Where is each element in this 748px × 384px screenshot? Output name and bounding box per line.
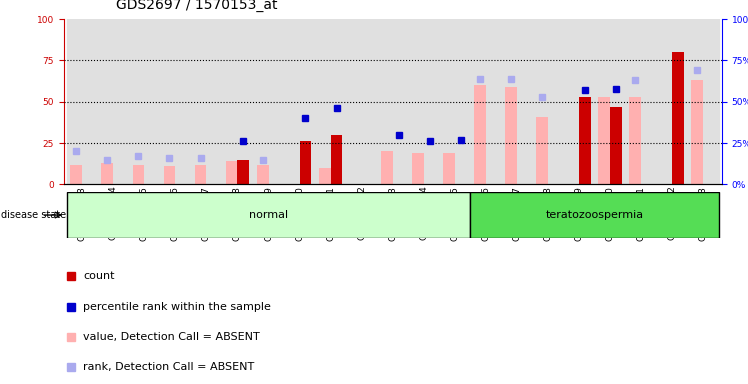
Bar xyxy=(102,163,113,184)
Bar xyxy=(237,160,249,184)
Bar xyxy=(315,19,346,184)
Text: normal: normal xyxy=(249,210,288,220)
Bar xyxy=(687,19,719,184)
Bar xyxy=(132,164,144,184)
Bar xyxy=(129,19,160,184)
Bar xyxy=(657,19,687,184)
Bar xyxy=(98,19,129,184)
Bar xyxy=(533,19,563,184)
Bar xyxy=(598,97,610,184)
Bar xyxy=(346,19,377,184)
Bar xyxy=(253,19,284,184)
Bar xyxy=(67,192,470,238)
Bar xyxy=(226,161,237,184)
Bar xyxy=(257,164,269,184)
Bar xyxy=(579,97,591,184)
Text: count: count xyxy=(83,271,115,281)
Bar xyxy=(470,19,501,184)
Bar xyxy=(194,164,206,184)
Bar xyxy=(536,117,548,184)
Bar xyxy=(408,19,439,184)
Bar xyxy=(222,19,253,184)
Bar xyxy=(70,164,82,184)
Bar xyxy=(672,52,684,184)
Text: value, Detection Call = ABSENT: value, Detection Call = ABSENT xyxy=(83,332,260,342)
Bar xyxy=(629,97,641,184)
Bar xyxy=(284,19,315,184)
Bar xyxy=(377,19,408,184)
Text: GDS2697 / 1570153_at: GDS2697 / 1570153_at xyxy=(116,0,278,12)
Bar xyxy=(331,135,343,184)
Bar xyxy=(625,19,657,184)
Bar xyxy=(443,153,455,184)
Bar xyxy=(299,141,311,184)
Bar xyxy=(691,80,703,184)
Bar xyxy=(470,192,719,238)
Bar xyxy=(412,153,424,184)
Bar xyxy=(501,19,533,184)
Bar xyxy=(563,19,595,184)
Bar xyxy=(595,19,625,184)
Bar xyxy=(67,19,98,184)
Bar xyxy=(381,151,393,184)
Bar xyxy=(160,19,191,184)
Text: teratozoospermia: teratozoospermia xyxy=(545,210,643,220)
Bar xyxy=(474,85,486,184)
Bar xyxy=(439,19,470,184)
Bar xyxy=(319,168,331,184)
Bar xyxy=(610,107,622,184)
Text: percentile rank within the sample: percentile rank within the sample xyxy=(83,302,272,312)
Text: rank, Detection Call = ABSENT: rank, Detection Call = ABSENT xyxy=(83,362,254,372)
Bar xyxy=(505,87,517,184)
Bar xyxy=(164,166,175,184)
Bar xyxy=(191,19,222,184)
Text: disease state: disease state xyxy=(1,210,66,220)
